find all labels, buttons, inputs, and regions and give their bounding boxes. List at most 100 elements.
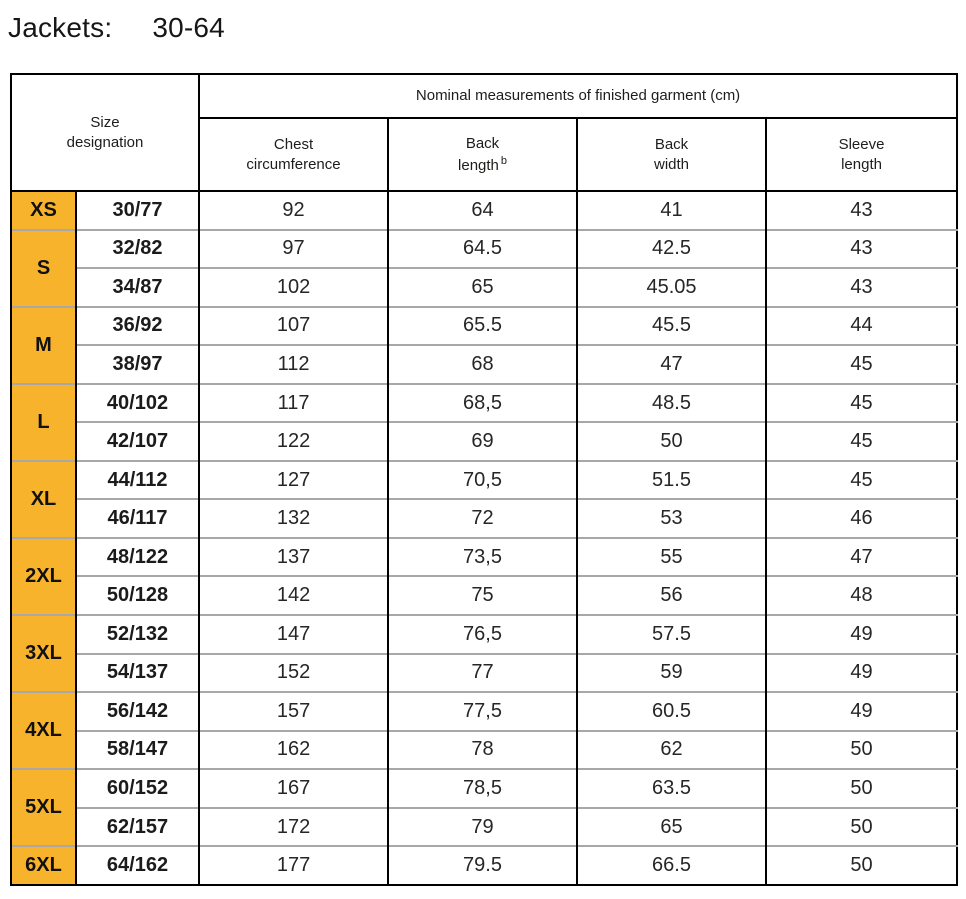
back-width-value-cell: 57.5 — [576, 614, 767, 654]
chest-value-cell: 102 — [198, 267, 389, 307]
size-code-cell: 56/142 — [74, 691, 200, 731]
chest-value-cell: 132 — [198, 498, 389, 538]
size-group-cell: M — [10, 305, 76, 384]
chest-value-cell: 162 — [198, 729, 389, 770]
size-code-cell: 36/92 — [74, 305, 200, 346]
back-width-value-cell: 50 — [576, 421, 767, 461]
chest-value-cell: 177 — [198, 845, 389, 885]
size-group-cell: L — [10, 382, 76, 461]
back-width-header-line2: width — [654, 155, 690, 173]
chest-value-cell: 147 — [198, 614, 389, 654]
size-code-cell: 38/97 — [74, 344, 200, 384]
back-width-value-cell: 60.5 — [576, 691, 767, 731]
size-code-cell: 62/157 — [74, 806, 200, 847]
page-title: Jackets: 30-64 — [8, 12, 225, 44]
chest-value-cell: 142 — [198, 575, 389, 616]
size-code-cell: 50/128 — [74, 575, 200, 616]
footnote-marker-b: b — [500, 154, 508, 167]
size-designation-header: Size designation — [9, 74, 200, 192]
table-row: 4XL 56/142 157 77,5 60.5 49 — [10, 691, 958, 770]
sleeve-header-line1: Sleeve — [838, 136, 885, 153]
back-width-value-cell: 59 — [576, 652, 767, 693]
size-code-cell: 64/162 — [74, 845, 200, 885]
sleeve-value-cell: 43 — [765, 267, 958, 307]
back-length-value-cell: 73,5 — [387, 536, 578, 577]
chest-value-cell: 92 — [198, 190, 389, 230]
size-group-cell: S — [10, 228, 76, 307]
table-row: 58/147 162 78 62 50 — [11, 729, 958, 770]
column-header-sleeve-length: Sleeve length — [765, 118, 958, 192]
size-group-cell: XL — [10, 459, 76, 538]
table-row: 38/97 112 68 47 45 — [11, 344, 958, 384]
sleeve-value-cell: 50 — [765, 729, 958, 770]
size-code-cell: 54/137 — [74, 652, 200, 693]
size-group-cell: 4XL — [10, 691, 76, 770]
back-length-header-line2: length b — [390, 154, 576, 176]
chest-header-line1: Chest — [273, 136, 314, 153]
table-row: S 32/82 97 64.5 42.5 43 — [10, 228, 958, 307]
sleeve-value-cell: 44 — [765, 305, 958, 346]
size-code-cell: 30/77 — [74, 190, 200, 230]
back-length-value-cell: 64 — [387, 190, 578, 230]
back-width-value-cell: 53 — [576, 498, 767, 538]
table-row: XL 44/112 127 70,5 51.5 45 — [10, 459, 958, 538]
table-row: 2XL 48/122 137 73,5 55 47 — [10, 536, 958, 616]
size-group-cell: 2XL — [10, 536, 76, 616]
back-length-header-line1: Back — [465, 135, 500, 152]
back-width-value-cell: 48.5 — [576, 382, 767, 423]
size-designation-line1: Size — [90, 114, 120, 131]
back-length-value-cell: 76,5 — [387, 614, 578, 654]
sleeve-value-cell: 50 — [765, 806, 958, 847]
back-width-value-cell: 45.5 — [576, 305, 767, 346]
chest-value-cell: 137 — [198, 536, 389, 577]
header-span-row: Size designation Nominal measurements of… — [9, 74, 958, 192]
size-code-cell: 32/82 — [74, 228, 200, 269]
sleeve-value-cell: 49 — [765, 652, 958, 693]
table-row: 42/107 122 69 50 45 — [11, 421, 958, 461]
chest-value-cell: 152 — [198, 652, 389, 693]
back-length-value-cell: 69 — [387, 421, 578, 461]
back-length-value-cell: 68,5 — [387, 382, 578, 423]
title-label: Jackets: — [8, 12, 113, 43]
back-length-value-cell: 75 — [387, 575, 578, 616]
back-width-value-cell: 47 — [576, 344, 767, 384]
sleeve-value-cell: 46 — [765, 498, 958, 538]
table-row: L 40/102 117 68,5 48.5 45 — [10, 382, 958, 461]
back-length-value-cell: 65 — [387, 267, 578, 307]
sleeve-value-cell: 43 — [765, 228, 958, 269]
back-length-value-cell: 70,5 — [387, 459, 578, 500]
size-code-cell: 58/147 — [74, 729, 200, 770]
column-header-back-width: Back width — [576, 118, 767, 192]
size-code-cell: 34/87 — [74, 267, 200, 307]
sleeve-value-cell: 49 — [765, 614, 958, 654]
chest-value-cell: 157 — [198, 691, 389, 731]
header-sub-row: Chest circumference Back length b Back wi… — [11, 118, 958, 192]
table-row: 5XL 60/152 167 78,5 63.5 50 — [10, 768, 958, 847]
chest-value-cell: 122 — [198, 421, 389, 461]
title-size-range: 30-64 — [152, 12, 225, 43]
back-width-value-cell: 56 — [576, 575, 767, 616]
back-length-value-cell: 79.5 — [387, 845, 578, 885]
back-length-value-cell: 65.5 — [387, 305, 578, 346]
sleeve-value-cell: 48 — [765, 575, 958, 616]
size-code-cell: 52/132 — [74, 614, 200, 654]
column-header-chest-circumference: Chest circumference — [198, 118, 389, 192]
size-code-cell: 42/107 — [74, 421, 200, 461]
size-group-cell: XS — [10, 190, 76, 230]
chest-header-line2: circumference — [246, 155, 341, 173]
back-width-value-cell: 42.5 — [576, 228, 767, 269]
back-length-value-cell: 79 — [387, 806, 578, 847]
size-table-body: XS 30/77 92 64 41 43 S 32/82 97 64.5 42.5 43 34/87 10… — [10, 190, 958, 885]
back-width-value-cell: 55 — [576, 536, 767, 577]
table-row: 3XL 52/132 147 76,5 57.5 49 — [10, 614, 958, 693]
table-row: M 36/92 107 65.5 45.5 44 — [10, 305, 958, 384]
back-length-value-cell: 68 — [387, 344, 578, 384]
sleeve-value-cell: 45 — [765, 459, 958, 500]
back-width-value-cell: 51.5 — [576, 459, 767, 500]
sleeve-value-cell: 43 — [765, 190, 958, 230]
size-code-cell: 60/152 — [74, 768, 200, 808]
table-row: 50/128 142 75 56 48 — [11, 575, 958, 616]
nominal-measurements-header: Nominal measurements of finished garment… — [198, 74, 958, 119]
size-group-cell: 3XL — [10, 614, 76, 693]
table-header: Size designation Nominal measurements of… — [9, 74, 958, 192]
